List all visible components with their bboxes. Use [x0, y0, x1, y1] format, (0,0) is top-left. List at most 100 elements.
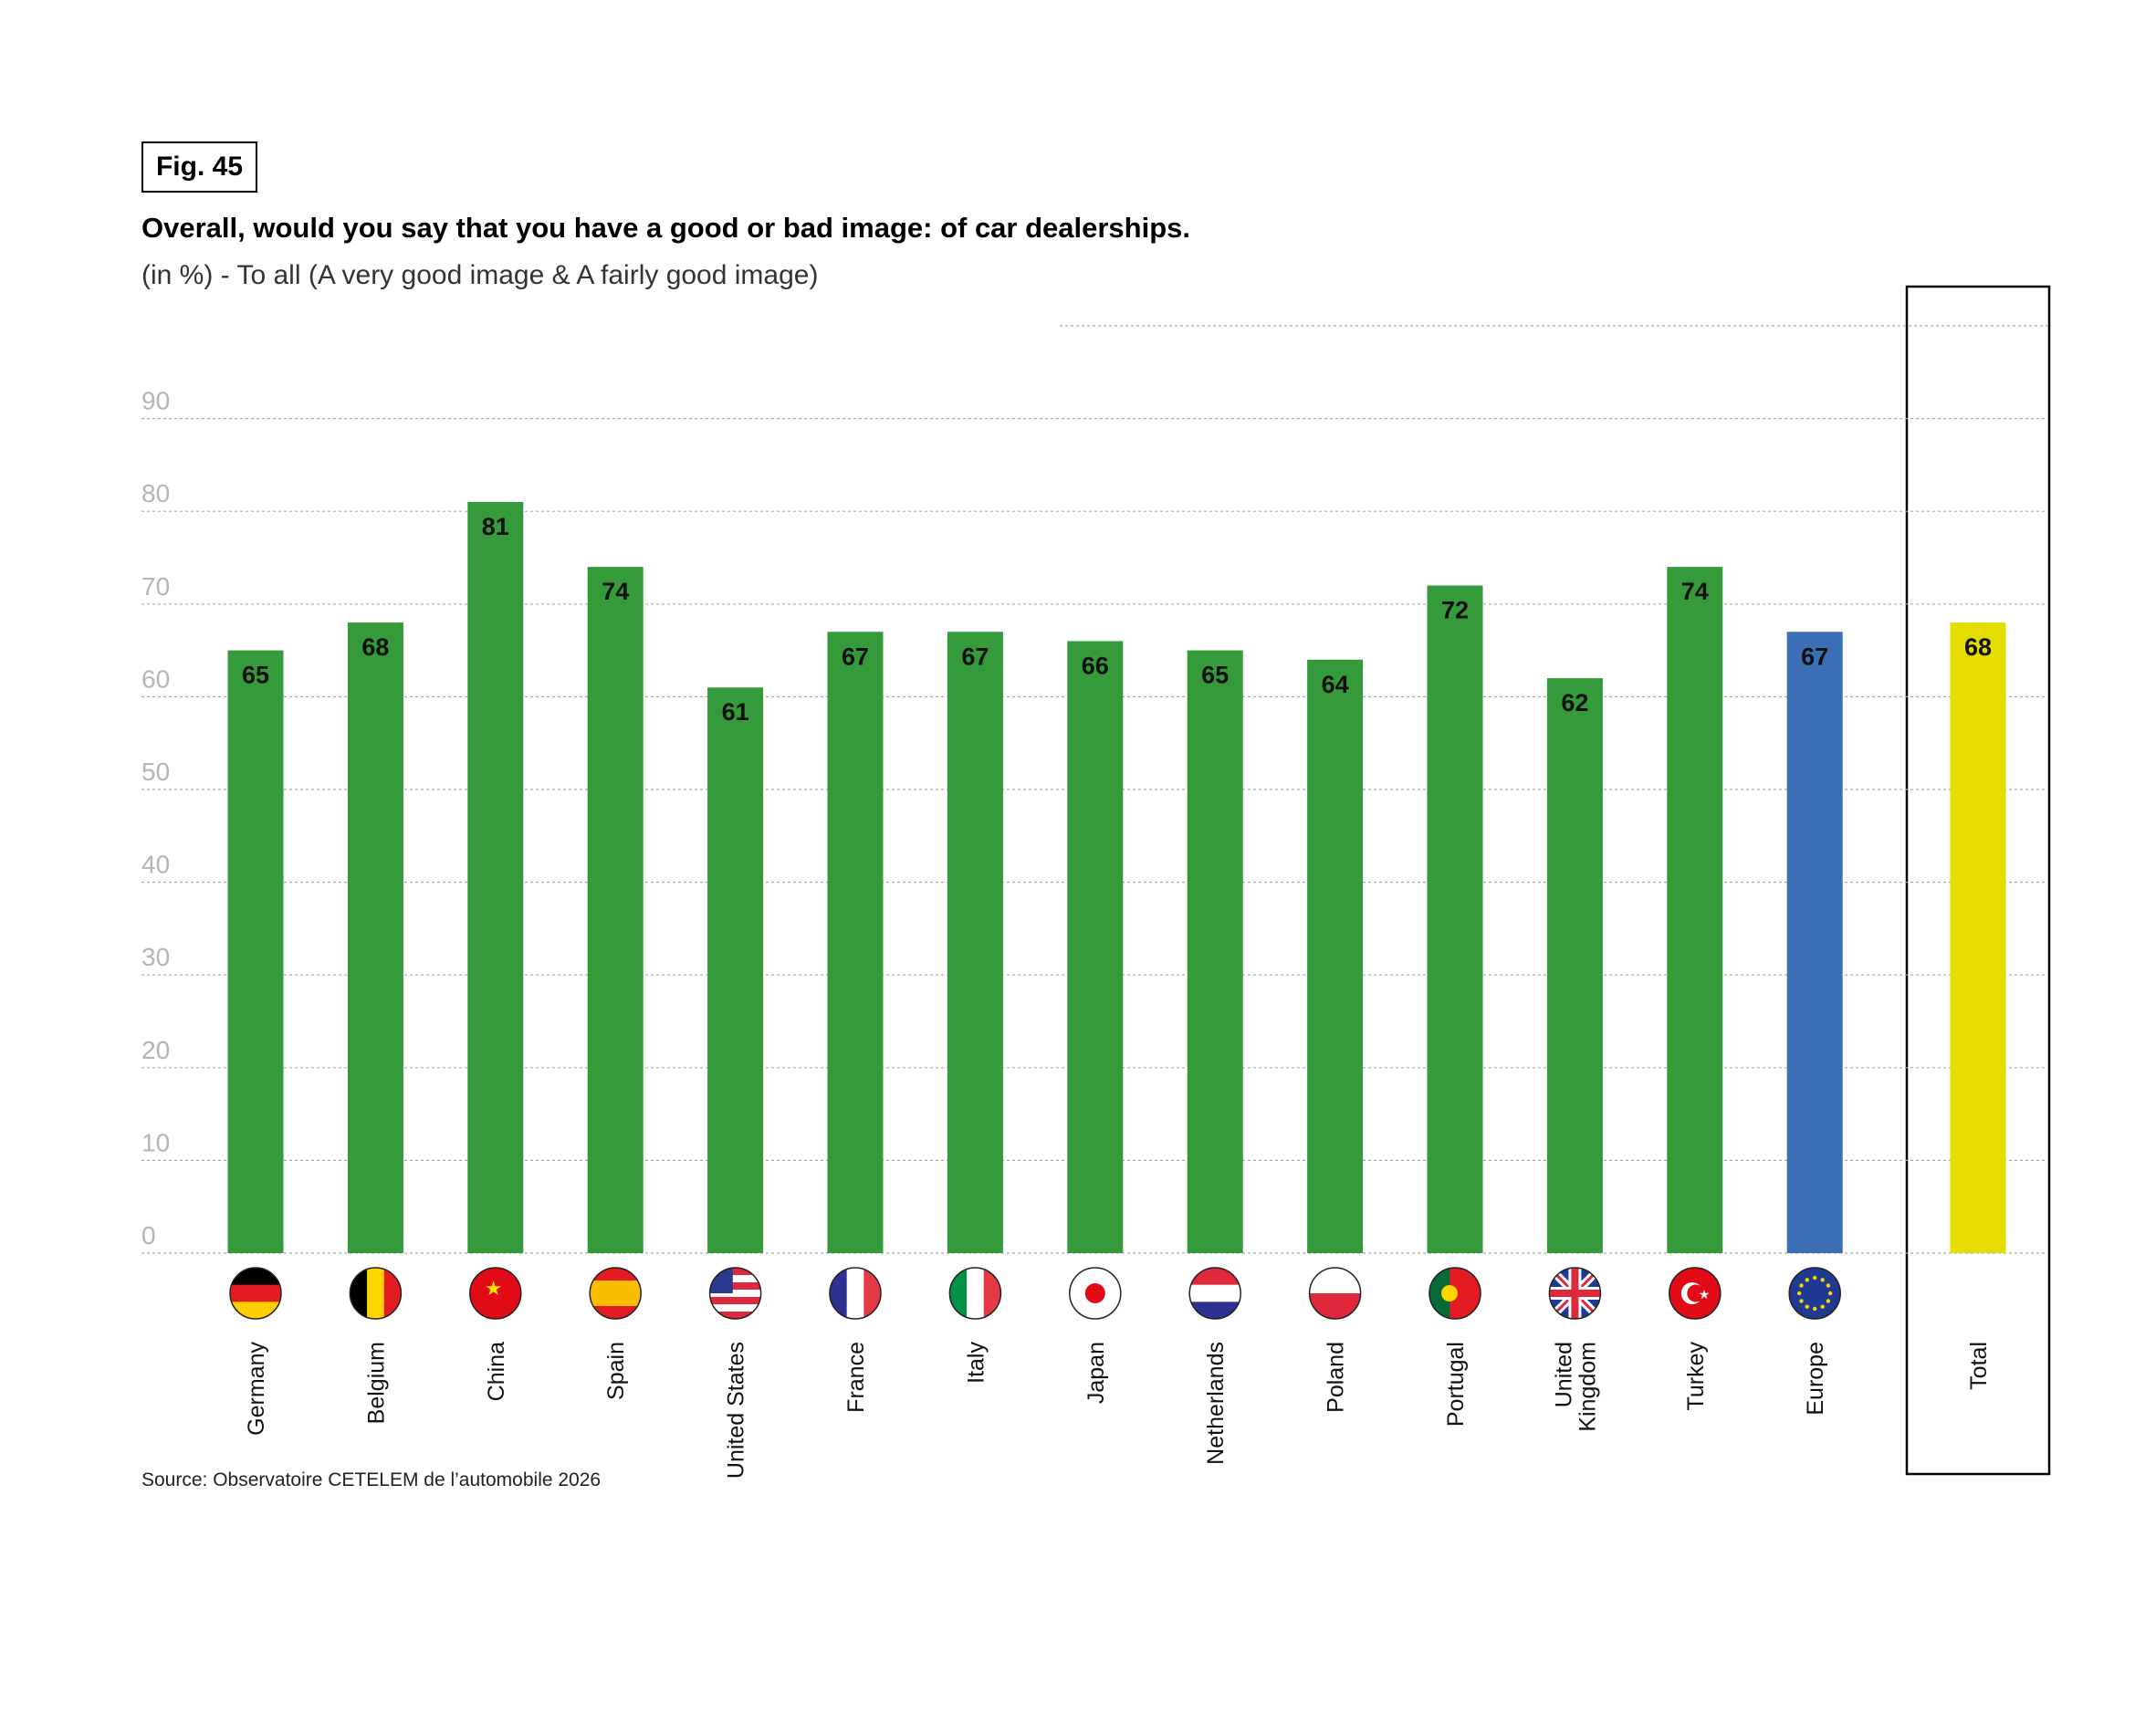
stripe: [830, 1268, 848, 1319]
star: [1805, 1278, 1809, 1282]
category-label: Portugal: [1443, 1342, 1469, 1427]
stripe: [1189, 1302, 1241, 1319]
category-label: Belgium: [363, 1342, 389, 1424]
stripe: [590, 1293, 642, 1307]
data-label: 74: [1681, 578, 1709, 605]
data-label: 67: [961, 643, 989, 670]
stripe: [1429, 1268, 1440, 1319]
stripe: [230, 1302, 281, 1319]
category-label: France: [843, 1342, 869, 1413]
category-label: Europe: [1803, 1342, 1828, 1416]
flag-outline: [1188, 1267, 1241, 1320]
bar-italy: [947, 632, 1003, 1253]
stripe: [709, 1268, 761, 1276]
emblem: [1441, 1285, 1458, 1302]
y-tick-label: 90: [141, 387, 170, 415]
category-label: Turkey: [1683, 1342, 1709, 1411]
flag-outline: [829, 1267, 882, 1320]
data-label: 74: [602, 578, 629, 605]
stripe: [350, 1268, 368, 1319]
crescent-cut: [1687, 1284, 1705, 1302]
stripe: [949, 1268, 968, 1319]
category-label: Total: [1966, 1342, 1992, 1390]
bar-turkey: [1667, 567, 1723, 1253]
source-note: Source: Observatoire CETELEM de l’automo…: [141, 1469, 602, 1490]
chart-title: Overall, would you say that you have a g…: [141, 212, 1191, 244]
star: [1820, 1278, 1825, 1282]
stripe: [983, 1268, 1001, 1319]
data-label: 65: [1201, 662, 1229, 689]
bar-united-states: [707, 687, 764, 1253]
y-tick-label: 40: [141, 851, 170, 879]
stripe: [383, 1268, 402, 1319]
bar-europe: [1786, 632, 1843, 1253]
flag-outline: [1069, 1267, 1122, 1320]
belgium-flag-icon: [350, 1268, 402, 1319]
star: [1828, 1291, 1833, 1296]
bar-portugal: [1427, 585, 1483, 1253]
bar-germany: [227, 650, 284, 1253]
bar-poland: [1307, 659, 1364, 1253]
stripe: [1460, 1268, 1471, 1319]
chart-subtitle: (in %) - To all (A very good image & A f…: [141, 260, 819, 290]
bar-spain: [587, 567, 644, 1253]
flag-outline: [1308, 1267, 1362, 1320]
stripe: [863, 1268, 881, 1319]
flag-outline: [1669, 1267, 1722, 1320]
star: ★: [485, 1277, 503, 1300]
bar-netherlands: [1187, 650, 1243, 1253]
bar-total: [1950, 622, 2006, 1253]
eu-flag-icon: [1789, 1268, 1841, 1319]
category-label: UnitedKingdom: [1551, 1342, 1600, 1432]
category-label: Germany: [244, 1342, 269, 1436]
stripe: [709, 1275, 761, 1283]
category-label: Netherlands: [1203, 1342, 1229, 1465]
netherlands-flag-icon: [1189, 1268, 1241, 1319]
data-label: 67: [842, 643, 869, 670]
star: [1799, 1299, 1804, 1303]
data-label: 67: [1801, 643, 1828, 670]
flag-outline: [708, 1267, 762, 1320]
flag-outline: [948, 1267, 1002, 1320]
data-label: 65: [242, 662, 269, 689]
y-tick-label: 60: [141, 664, 170, 693]
data-label: 81: [482, 513, 509, 540]
germany-flag-icon: [230, 1268, 281, 1319]
star: [1813, 1275, 1817, 1281]
turkey-flag-icon: ★: [1669, 1268, 1721, 1319]
stripe: [709, 1297, 761, 1305]
stripe: [230, 1268, 281, 1286]
category-label: China: [484, 1342, 509, 1401]
portugal-flag-icon: [1429, 1268, 1481, 1319]
total-highlight-box: [1905, 285, 2051, 1476]
stripe: [367, 1268, 385, 1319]
category-label: Japan: [1083, 1342, 1109, 1404]
data-label: 68: [361, 633, 389, 661]
y-tick-label: 70: [141, 572, 170, 601]
figure-label: Fig. 45: [141, 141, 257, 193]
sun: [1084, 1283, 1105, 1303]
category-label: Spain: [603, 1342, 629, 1400]
flag-outline: [469, 1267, 522, 1320]
stripe: [709, 1304, 761, 1312]
stripe: [230, 1284, 281, 1302]
stripe: [1470, 1268, 1481, 1319]
star: [1826, 1299, 1831, 1303]
y-tick-label: 10: [141, 1128, 170, 1156]
stripe: [1309, 1293, 1361, 1319]
flag-outline: [229, 1267, 282, 1320]
star: [1805, 1304, 1809, 1309]
category-label-line: Kingdom: [1575, 1342, 1600, 1432]
flag-outline: [1788, 1267, 1841, 1320]
flag-outline: [1548, 1267, 1602, 1320]
stripe: [709, 1312, 761, 1319]
star: [1813, 1306, 1817, 1312]
stripe: [1189, 1268, 1241, 1286]
france-flag-icon: [830, 1268, 881, 1319]
y-tick-label: 20: [141, 1036, 170, 1064]
bar-belgium: [347, 622, 403, 1253]
stripe: [1309, 1268, 1361, 1294]
china-flag-icon: ★: [469, 1268, 521, 1319]
data-label: 68: [1964, 633, 1992, 661]
